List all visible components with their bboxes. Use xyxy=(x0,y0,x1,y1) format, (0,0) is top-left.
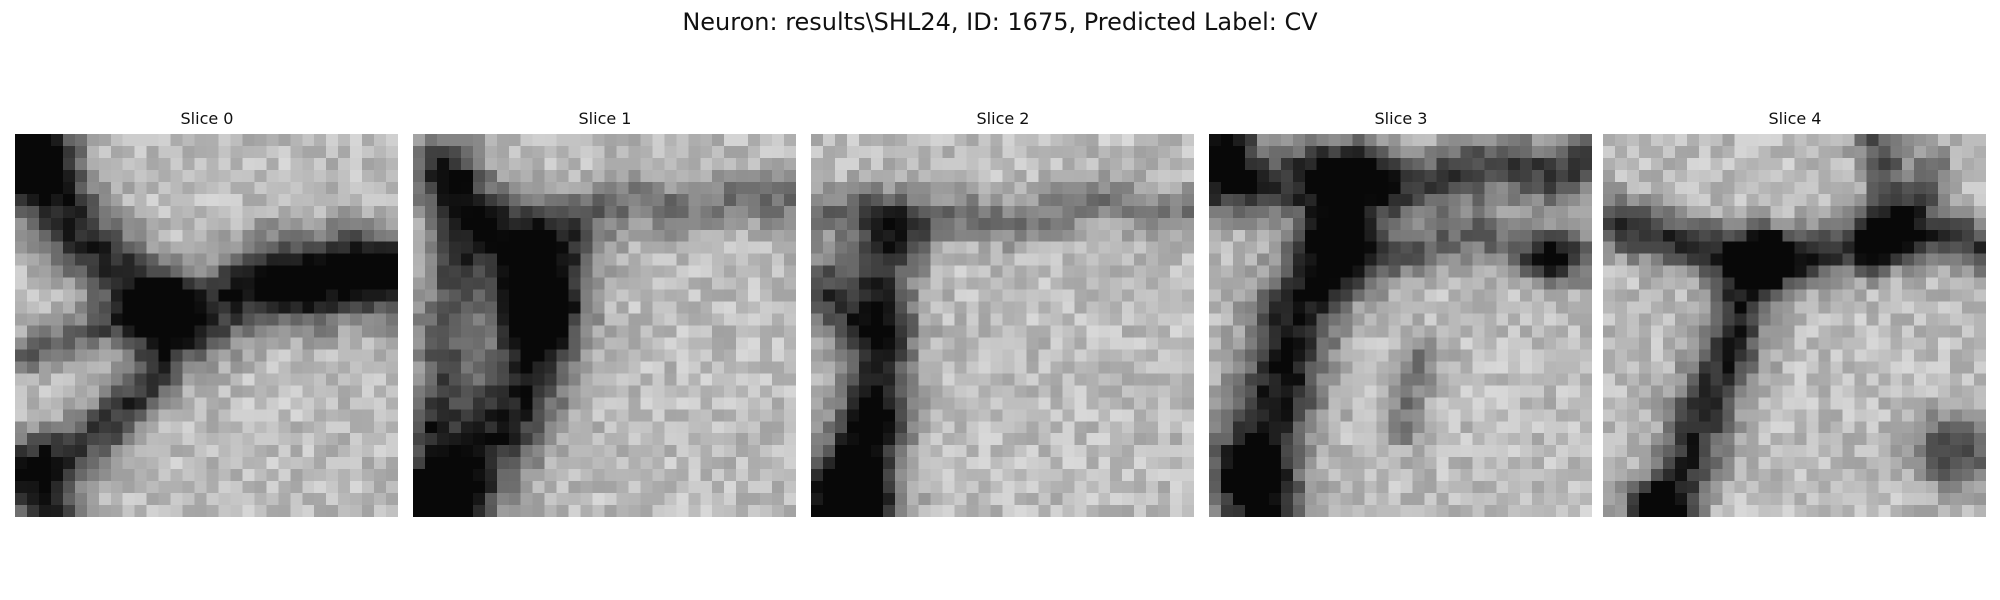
slice-panel-1: Slice 1 xyxy=(413,108,797,517)
slice-title-1: Slice 1 xyxy=(578,109,632,128)
slice-title-3: Slice 3 xyxy=(1374,109,1428,128)
slice-title-4: Slice 4 xyxy=(1768,109,1822,128)
slice-panel-4: Slice 4 xyxy=(1603,108,1987,517)
slice-panel-3: Slice 3 xyxy=(1209,108,1593,517)
slice-title-2: Slice 2 xyxy=(976,109,1030,128)
slice-image-1 xyxy=(413,134,796,517)
slice-image-2 xyxy=(811,134,1194,517)
slice-image-4 xyxy=(1603,134,1986,517)
slice-title-0: Slice 0 xyxy=(180,109,234,128)
figure-title: Neuron: results\SHL24, ID: 1675, Predict… xyxy=(682,8,1318,36)
slice-panel-2: Slice 2 xyxy=(811,108,1195,517)
slice-image-3 xyxy=(1209,134,1592,517)
slice-image-0 xyxy=(15,134,398,517)
slice-panel-0: Slice 0 xyxy=(15,108,399,517)
